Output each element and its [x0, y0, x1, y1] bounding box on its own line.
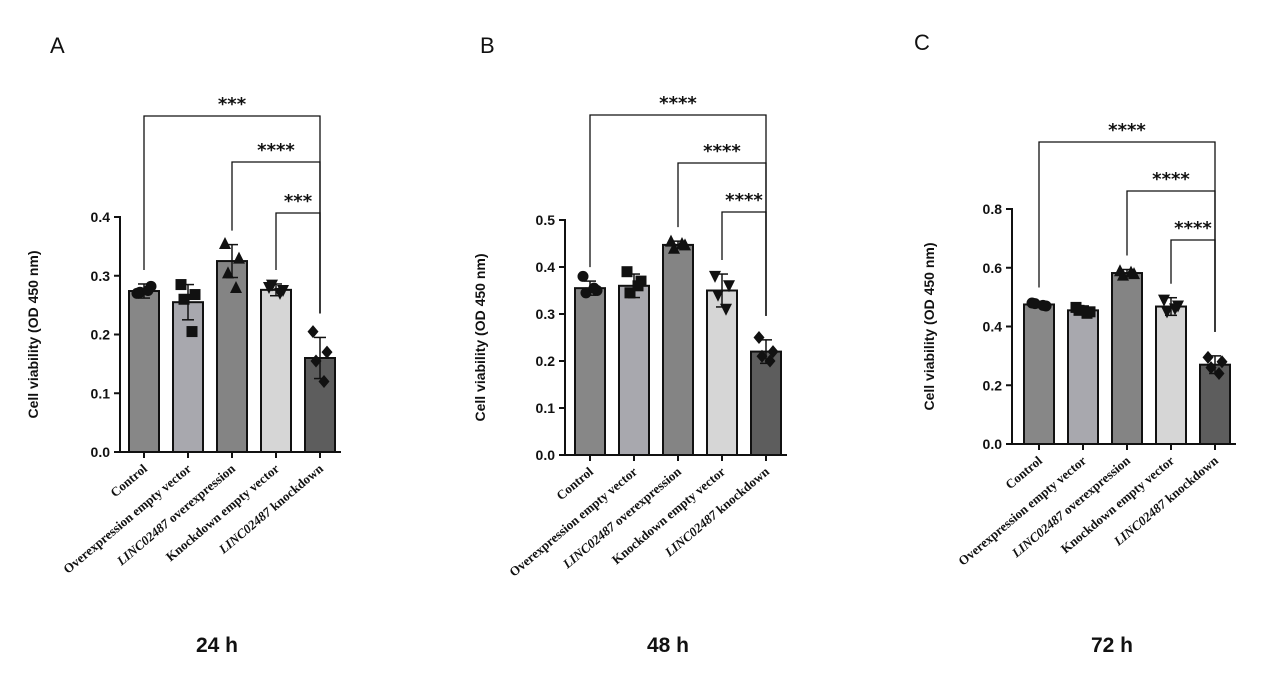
data-point [189, 289, 201, 301]
data-point [753, 331, 765, 344]
panel-c: C Cell viability (OD 450 nm) 0.0 0.2 0.4 0.6 0… [914, 30, 1236, 657]
data-point [219, 236, 231, 249]
data-point [720, 303, 732, 316]
data-point [712, 289, 724, 302]
data-point [1202, 350, 1214, 364]
bar [172, 301, 204, 453]
bar [1067, 309, 1099, 445]
significance-label: **** [1174, 218, 1212, 239]
data-point [310, 354, 322, 368]
data-point [588, 282, 600, 294]
y-tick-label: 0.8 [983, 201, 1003, 217]
y-tick-label: 0.0 [91, 444, 111, 460]
data-point [723, 280, 735, 293]
data-point [1037, 299, 1049, 311]
y-tick-label: 0.3 [91, 268, 111, 284]
data-point [577, 270, 589, 282]
data-point [266, 279, 278, 292]
data-point [621, 266, 633, 278]
data-point [233, 251, 245, 264]
y-tick-label: 0.2 [91, 327, 111, 343]
bar [1111, 272, 1143, 445]
data-point [175, 279, 187, 291]
y-tick-label: 0.4 [91, 209, 111, 225]
panel-letter: B [480, 33, 495, 58]
data-point [1081, 307, 1093, 319]
data-point [321, 345, 333, 359]
data-point [1158, 294, 1170, 307]
data-point [1073, 304, 1085, 316]
significance-label: **** [1108, 120, 1146, 141]
data-point [142, 284, 154, 296]
bar [1199, 363, 1231, 445]
panel-letter: A [50, 33, 65, 58]
data-point [1125, 265, 1137, 278]
y-tick-label: 0.2 [536, 353, 556, 369]
panel-b: B Cell viability (OD 450 nm) 0.0 0.1 0.2 0.3 0… [472, 33, 787, 657]
y-axis-label: Cell viability (OD 450 nm) [921, 242, 937, 410]
y-tick-label: 0.2 [983, 377, 1003, 393]
y-tick-label: 0.4 [536, 259, 556, 275]
significance-label: **** [725, 190, 763, 211]
data-point [580, 287, 592, 299]
bar [618, 284, 650, 456]
data-point [632, 280, 644, 292]
y-tick-label: 0.4 [983, 319, 1003, 335]
bar [128, 290, 160, 453]
y-tick-label: 0.1 [91, 385, 111, 401]
time-label: 48 h [647, 634, 689, 657]
y-tick-label: 0.6 [983, 260, 1003, 276]
data-point [764, 354, 776, 368]
data-point [1216, 355, 1228, 369]
bar [1023, 303, 1055, 445]
data-point [1213, 367, 1225, 380]
time-label: 24 h [196, 634, 238, 657]
y-tick-label: 0.1 [536, 400, 556, 416]
bar [706, 289, 738, 456]
significance-label: **** [1152, 169, 1190, 190]
data-point [186, 326, 198, 338]
data-point [756, 349, 768, 363]
data-point [1169, 303, 1181, 316]
data-point [624, 287, 636, 299]
data-point [318, 375, 330, 388]
data-point [274, 287, 286, 300]
y-tick-label: 0.0 [536, 447, 556, 463]
data-point [230, 281, 242, 293]
data-point [307, 325, 319, 339]
bar [750, 350, 782, 457]
data-point [676, 237, 688, 249]
data-point [178, 293, 190, 305]
data-point [668, 241, 680, 254]
significance-bracket: *** [275, 191, 321, 314]
panel-a: A Cell viability (OD 450 nm) 0.0 0.1 0.2 0.3 0… [25, 33, 341, 657]
y-axis-label: Cell viability (OD 450 nm) [472, 253, 488, 421]
bar [1155, 305, 1187, 445]
y-tick-label: 0.3 [536, 306, 556, 322]
bar [574, 287, 606, 456]
data-point [709, 270, 721, 283]
significance-bracket: **** [721, 190, 767, 316]
bar [662, 243, 694, 456]
data-point [1205, 361, 1217, 375]
significance-label: **** [659, 93, 697, 114]
y-axis-label: Cell viability (OD 450 nm) [25, 250, 41, 418]
y-tick-label: 0.5 [536, 212, 556, 228]
bar [260, 288, 292, 453]
significance-bracket: **** [1170, 218, 1216, 332]
data-point [222, 266, 234, 279]
data-point [1161, 306, 1173, 319]
panel-letter: C [914, 30, 930, 55]
y-tick-label: 0.0 [983, 436, 1003, 452]
time-label: 72 h [1091, 634, 1133, 657]
significance-label: *** [218, 94, 247, 115]
significance-label: **** [257, 140, 295, 161]
significance-label: **** [703, 141, 741, 162]
significance-label: *** [284, 191, 313, 212]
